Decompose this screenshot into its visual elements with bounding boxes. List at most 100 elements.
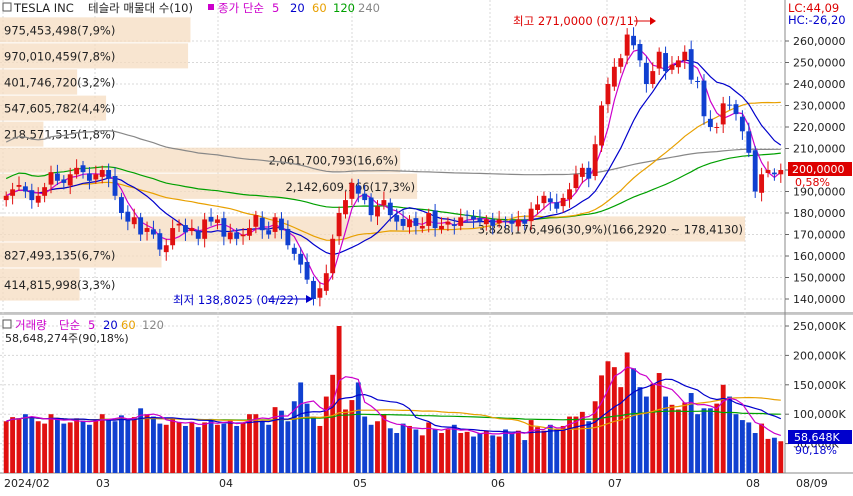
- current-volume-pct: 90,18%: [795, 444, 837, 457]
- volume-bar: [727, 396, 733, 473]
- ma-20-line: [5, 59, 782, 256]
- volume-axis-label: 200,000K: [793, 349, 846, 362]
- date-axis-label: 04: [219, 477, 233, 490]
- price-axis-label: 250,0000: [793, 57, 846, 70]
- candle-body: [304, 262, 310, 280]
- volume-bar: [707, 408, 713, 473]
- indicator-name: 테슬라 매물대 수(10): [88, 1, 193, 15]
- volume-ma-5: 5: [88, 318, 95, 332]
- candle-body: [48, 172, 54, 185]
- candle-body: [611, 66, 617, 87]
- candle-body: [535, 204, 540, 210]
- volume-bar: [234, 425, 240, 473]
- candle-body: [483, 219, 489, 225]
- candle-body: [752, 150, 758, 192]
- current-price-value: 200,0000: [792, 163, 845, 176]
- volume-bar: [509, 433, 515, 473]
- volume-bar: [35, 421, 41, 473]
- volume-bar: [362, 416, 368, 473]
- volume-bar: [202, 422, 208, 473]
- candle-body: [541, 195, 547, 204]
- volume-bar: [16, 418, 22, 473]
- volume-bar: [10, 417, 16, 473]
- volume-bar: [144, 414, 150, 473]
- volume-profile-bar: [0, 147, 401, 173]
- volume-bar: [151, 416, 156, 473]
- volume-bar: [560, 425, 566, 473]
- candle-body: [701, 80, 707, 117]
- candle-body: [291, 247, 297, 254]
- volume-bar: [112, 421, 118, 473]
- candle-body: [74, 167, 80, 175]
- volume-bar: [42, 423, 48, 473]
- candle-body: [515, 219, 521, 227]
- volume-bar: [106, 418, 112, 473]
- ma-240-line: [5, 129, 781, 176]
- low-marker-label: 최저 138,8025 (04/22): [173, 293, 298, 307]
- volume-bar: [253, 414, 259, 473]
- volume-axis-label: 150,000K: [793, 379, 846, 392]
- volume-profile-label: 547,605,782(4,4%): [4, 102, 115, 116]
- high-marker-arrowhead: [650, 17, 656, 25]
- volume-bar: [227, 420, 233, 473]
- volume-profile-label: 414,815,998(3,3%): [4, 278, 115, 292]
- candle-body: [285, 228, 291, 246]
- volume-bar: [86, 424, 92, 473]
- volume-profile-label: 975,453,498(7,9%): [4, 23, 115, 37]
- low-annotation: 최저 138,8025 (04/22): [173, 293, 313, 307]
- price-axis-label: 140,0000: [793, 293, 846, 306]
- price-axis-label: 260,0000: [793, 35, 846, 48]
- volume-bar: [765, 438, 771, 473]
- volume-bar: [528, 420, 534, 473]
- candle-body: [42, 187, 48, 196]
- volume-bar: [279, 410, 284, 473]
- volume-bar: [349, 400, 355, 473]
- volume-bar: [215, 424, 220, 473]
- volume-bar: [323, 396, 329, 473]
- high-annotation: 최고 271,0000 (07/11): [513, 14, 656, 28]
- volume-axis-label: 250,000K: [793, 320, 846, 333]
- volume-bar: [675, 409, 681, 473]
- ma-period-20: 20: [290, 1, 305, 15]
- volume-bar: [266, 424, 272, 473]
- volume-bar: [464, 431, 470, 473]
- stock-name: TESLA INC: [13, 1, 74, 15]
- candle-body: [106, 170, 112, 179]
- candle-body: [387, 202, 393, 216]
- volume-profile-bar: [0, 242, 162, 268]
- candle-body: [118, 197, 124, 213]
- volume-legend-checkbox[interactable]: [2, 319, 12, 329]
- current-volume-tag: [788, 430, 852, 444]
- volume-bar: [125, 420, 131, 473]
- candle-body: [112, 176, 118, 196]
- volume-profile-label: 970,010,459(7,8%): [4, 49, 115, 63]
- ma-period-240: 240: [358, 1, 380, 15]
- volume-bar: [381, 414, 387, 473]
- volume-bar: [503, 429, 508, 473]
- volume-bar: [176, 422, 182, 473]
- volume-bar: [759, 423, 765, 473]
- candle-body: [343, 200, 348, 215]
- candle-body: [227, 232, 233, 240]
- volume-bar: [733, 414, 739, 473]
- candle-body: [656, 51, 662, 69]
- volume-bar: [522, 440, 528, 473]
- volume-bar: [426, 422, 432, 473]
- volume-bar: [567, 416, 572, 473]
- candle-body: [707, 118, 713, 127]
- right-axis-panel: [785, 0, 853, 473]
- volume-bar: [695, 414, 701, 473]
- volume-profile-bar: [0, 43, 189, 69]
- candle-body: [3, 195, 9, 201]
- volume-bar: [496, 436, 502, 473]
- candle-body: [631, 35, 636, 46]
- date-axis-label: 06: [491, 477, 505, 490]
- ma-120-line: [5, 152, 781, 221]
- volume-bar: [739, 420, 745, 473]
- volume-bar: [368, 424, 374, 473]
- legend-checkbox[interactable]: [2, 2, 12, 12]
- candle-body: [259, 217, 265, 231]
- candle-body: [362, 193, 368, 201]
- candle-body: [605, 84, 611, 105]
